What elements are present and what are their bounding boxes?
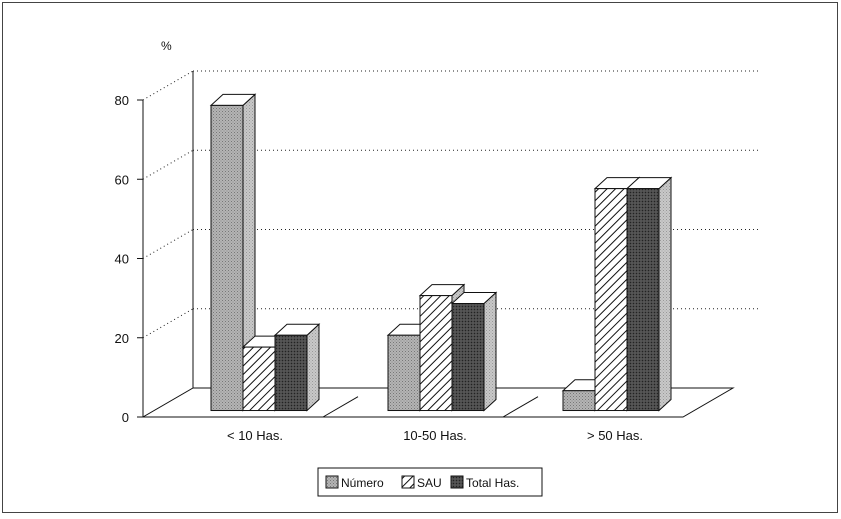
category-divider	[322, 396, 359, 418]
x-tick-label: < 10 Has.	[227, 428, 283, 443]
bar-front	[419, 295, 453, 412]
y-tick-label: 0	[122, 410, 129, 425]
bar-front	[594, 188, 628, 412]
y-tick-label: 60	[115, 172, 129, 187]
y-tick-label: 80	[115, 93, 129, 108]
bars	[209, 93, 673, 412]
gridline-diagonal	[142, 308, 194, 339]
legend-label: Número	[341, 476, 384, 490]
legend-swatch	[325, 475, 339, 489]
y-tick-label: 40	[115, 252, 129, 267]
bar-front	[451, 303, 485, 412]
bar-side	[658, 176, 672, 412]
chart-frame: 0 20 40 60 80% < 10 Has. 10-50 Has. > 50 Has. N…	[2, 2, 838, 513]
bar-chart-3d: 0 20 40 60 80% < 10 Has. 10-50 Has. > 50 Has. N…	[115, 39, 758, 497]
bar-front	[387, 334, 421, 412]
legend-label: SAU	[417, 476, 442, 490]
bar-front	[210, 104, 244, 412]
bar	[625, 176, 673, 412]
legend-swatch	[450, 475, 464, 489]
bar	[450, 291, 498, 412]
bar-front	[274, 334, 308, 412]
bar	[273, 323, 321, 412]
x-tick-label: 10-50 Has.	[403, 428, 467, 443]
y-axis-label: %	[161, 39, 172, 53]
legend-swatch	[401, 475, 415, 489]
bar-front	[242, 346, 276, 412]
gridline-diagonal	[142, 229, 194, 259]
legend: Número SAU Total Has.	[317, 467, 543, 497]
bar-side	[306, 323, 320, 412]
legend-box	[317, 467, 543, 497]
legend-label: Total Has.	[466, 476, 519, 490]
gridline-diagonal	[142, 149, 194, 180]
labels: 0 20 40 60 80% < 10 Has. 10-50 Has. > 50 Has.	[115, 39, 643, 443]
bar-side	[483, 291, 497, 412]
bar-front	[626, 188, 660, 412]
x-tick-label: > 50 Has.	[587, 428, 643, 443]
bar	[209, 93, 257, 412]
bar-front	[562, 390, 596, 412]
category-divider	[502, 396, 539, 418]
gridline-diagonal	[142, 70, 194, 101]
y-tick-label: 20	[115, 331, 129, 346]
